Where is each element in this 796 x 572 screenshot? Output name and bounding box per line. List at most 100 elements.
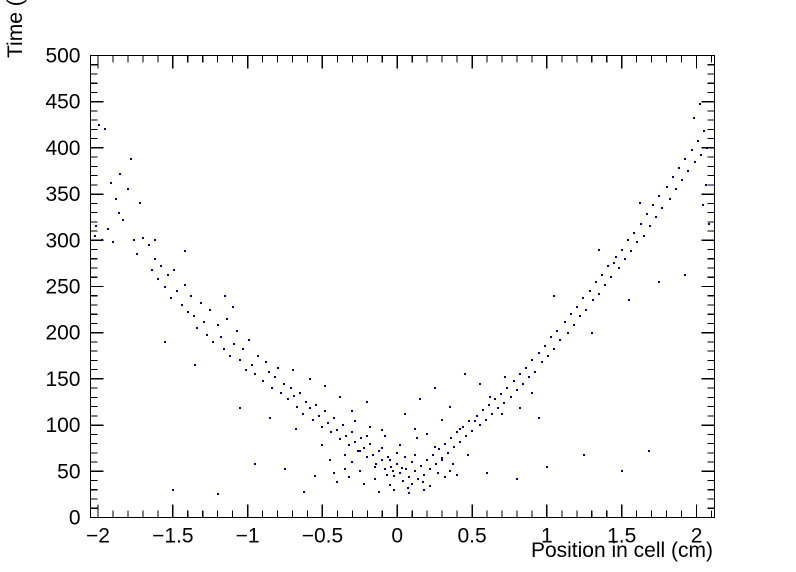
data-point xyxy=(699,103,701,105)
data-point xyxy=(404,456,406,458)
data-point xyxy=(432,454,434,456)
data-point xyxy=(396,463,398,465)
data-point xyxy=(274,376,276,378)
data-point xyxy=(265,361,267,363)
x-tick-label: 1 xyxy=(541,525,553,548)
data-point xyxy=(110,182,112,184)
data-point xyxy=(486,472,488,474)
data-point xyxy=(200,302,202,304)
data-point xyxy=(556,330,558,332)
data-point xyxy=(450,437,452,439)
data-point xyxy=(164,341,166,343)
data-point xyxy=(541,361,543,363)
data-point xyxy=(374,466,376,468)
data-point xyxy=(292,369,294,371)
data-point xyxy=(703,130,705,132)
data-point xyxy=(672,176,674,178)
data-point xyxy=(139,202,141,204)
data-point xyxy=(389,459,391,461)
data-point xyxy=(212,341,214,343)
data-point xyxy=(598,293,600,295)
data-point xyxy=(296,406,298,408)
data-point xyxy=(684,158,686,160)
data-point xyxy=(697,140,699,142)
data-point xyxy=(184,250,186,252)
data-point xyxy=(295,428,297,430)
data-point xyxy=(408,476,410,478)
data-point xyxy=(287,398,289,400)
y-tick-label: 250 xyxy=(45,276,80,299)
data-point xyxy=(119,173,121,175)
y-tick-label: 100 xyxy=(45,414,80,437)
data-point xyxy=(329,459,331,461)
data-point xyxy=(471,430,473,432)
data-point xyxy=(344,468,346,470)
data-point xyxy=(658,195,660,197)
data-point xyxy=(104,128,106,130)
data-point xyxy=(280,392,282,394)
data-point xyxy=(506,387,508,389)
y-tick-label: 350 xyxy=(45,183,80,206)
data-point xyxy=(693,117,695,119)
data-point xyxy=(579,315,581,317)
data-point xyxy=(655,216,657,218)
data-point xyxy=(708,223,710,225)
data-point xyxy=(522,383,524,385)
data-point xyxy=(482,409,484,411)
data-point xyxy=(387,456,389,458)
data-point xyxy=(122,219,124,221)
data-point xyxy=(196,327,198,329)
data-point xyxy=(494,398,496,400)
data-point xyxy=(559,339,561,341)
data-point xyxy=(348,444,350,446)
data-points xyxy=(94,103,710,495)
data-point xyxy=(384,468,386,470)
data-point xyxy=(209,309,211,311)
data-point xyxy=(528,376,530,378)
data-point xyxy=(405,468,407,470)
data-point xyxy=(441,457,443,459)
data-point xyxy=(257,355,259,357)
data-point xyxy=(630,250,632,252)
data-point xyxy=(407,487,409,489)
data-point xyxy=(544,345,546,347)
data-point xyxy=(404,413,406,415)
data-point xyxy=(516,478,518,480)
data-point xyxy=(627,239,629,241)
data-point xyxy=(513,380,515,382)
data-point xyxy=(687,170,689,172)
data-point xyxy=(203,321,205,323)
data-point xyxy=(151,269,153,271)
data-point xyxy=(101,239,103,241)
y-tick-label: 450 xyxy=(45,91,80,114)
data-point xyxy=(636,241,638,243)
x-tick-label: −0.5 xyxy=(302,525,343,548)
data-point xyxy=(583,454,585,456)
data-point xyxy=(624,258,626,260)
data-point xyxy=(190,295,192,297)
data-point xyxy=(607,265,609,267)
data-point xyxy=(678,167,680,169)
data-point xyxy=(359,470,361,472)
data-point xyxy=(206,334,208,336)
data-point xyxy=(98,124,100,126)
data-point xyxy=(384,435,386,437)
data-point xyxy=(366,456,368,458)
data-point xyxy=(510,396,512,398)
data-point xyxy=(344,454,346,456)
data-point xyxy=(351,410,353,412)
data-point xyxy=(504,376,506,378)
data-point xyxy=(354,420,356,422)
data-point xyxy=(531,392,533,394)
data-point xyxy=(170,297,172,299)
data-point xyxy=(324,410,326,412)
x-tick-label: −2 xyxy=(86,525,110,548)
data-point xyxy=(378,491,380,493)
data-point xyxy=(112,241,114,243)
data-point xyxy=(464,373,466,375)
data-point xyxy=(236,330,238,332)
data-point xyxy=(681,179,683,181)
data-point xyxy=(94,235,96,237)
data-point xyxy=(333,472,335,474)
data-point xyxy=(392,470,394,472)
